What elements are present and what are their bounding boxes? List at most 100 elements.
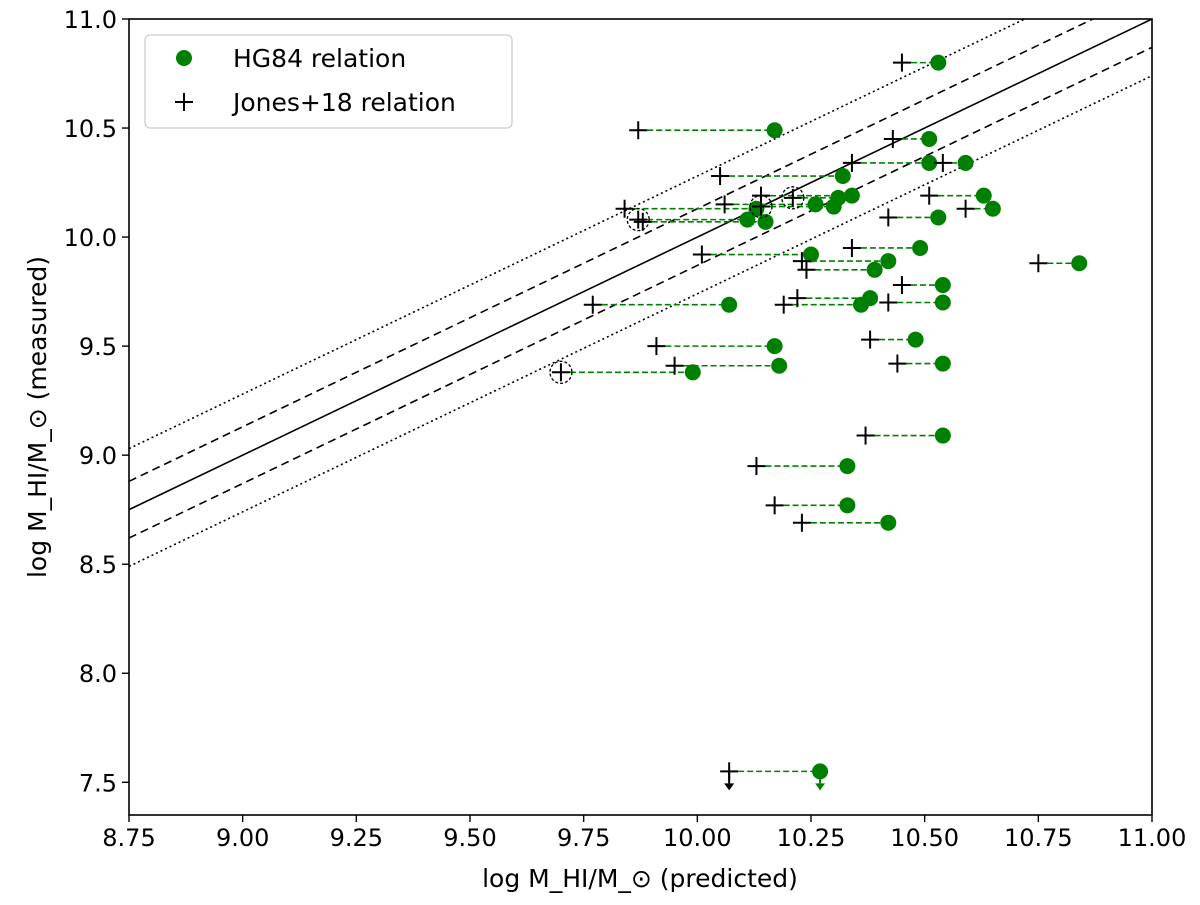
hg84-point-6 [843, 187, 860, 204]
upper-limit-arrows [724, 771, 826, 791]
jones18-point-18 [792, 252, 811, 271]
hg84-point-29 [771, 357, 788, 374]
jones18-point-23 [879, 293, 898, 312]
x-tick-label-6: 10.25 [777, 824, 846, 852]
jones18-point-4 [933, 153, 952, 172]
x-tick-label-3: 9.50 [443, 824, 496, 852]
hg84-point-25 [853, 296, 870, 313]
highlight-circle-10 [749, 194, 773, 219]
upper-limit-arrowhead-jones18 [724, 783, 735, 791]
jones18-point-5 [711, 167, 730, 186]
y-tick-label-6: 10.5 [64, 115, 117, 143]
jones18-point-3 [842, 153, 861, 172]
hg84-point-21 [934, 277, 951, 294]
hg84-point-16 [912, 239, 929, 256]
jones18-point-8 [783, 188, 802, 207]
reference-line-solid-0 [129, 19, 1152, 511]
plot-frame [128, 18, 1153, 816]
hg84-point-0 [930, 54, 947, 71]
jones18-point-14 [629, 210, 648, 229]
hg84-point-28 [934, 355, 951, 372]
legend-jones18-marker [175, 93, 193, 111]
hg84-point-11 [984, 200, 1001, 217]
y-axis-ticks: 7.5 8.0 8.5 9.0 9.5 10.0 10.5 11.0 [64, 6, 129, 797]
x-tick-label-9: 11.00 [1118, 824, 1187, 852]
plot-background [129, 19, 1152, 815]
highlight-circles [549, 186, 805, 384]
jones18-point-29 [665, 356, 684, 375]
hg84-point-33 [839, 497, 856, 514]
hg84-point-17 [803, 246, 819, 263]
x-axis-ticks: 8.75 9.00 9.25 9.50 9.75 10.00 10.25 10.50 10.75… [102, 815, 1186, 852]
reference-line-dotted-3 [129, 19, 1027, 450]
y-tick-label-0: 7.5 [79, 769, 117, 797]
y-tick-label-2: 8.5 [79, 551, 117, 579]
jones18-point-28 [888, 354, 907, 373]
jones18-point-30 [551, 363, 570, 382]
hg84-series [684, 54, 1088, 780]
legend: HG84 relation Jones+18 relation [144, 34, 513, 129]
jones18-point-13 [879, 208, 898, 227]
legend-hg84-label: HG84 relation [233, 44, 406, 73]
hg84-point-14 [739, 211, 756, 228]
jones18-point-1 [629, 121, 648, 140]
jones18-point-7 [920, 186, 939, 205]
hg84-point-5 [834, 168, 851, 185]
highlight-circle-14 [626, 207, 650, 232]
hg84-point-26 [907, 331, 924, 348]
legend-jones18-label: Jones+18 relation [231, 88, 456, 117]
reference-line-dotted-4 [129, 74, 1152, 568]
jones18-point-34 [792, 513, 811, 532]
hg84-point-7 [975, 187, 992, 204]
x-tick-label-8: 10.75 [1004, 824, 1073, 852]
jones18-point-19 [1029, 254, 1048, 273]
jones18-point-17 [692, 245, 711, 264]
hg84-point-24 [721, 296, 738, 313]
x-tick-label-2: 9.25 [330, 824, 383, 852]
y-tick-label-7: 11.0 [64, 6, 117, 34]
hg84-point-27 [766, 338, 783, 355]
y-tick-label-3: 9.0 [79, 442, 117, 470]
jones18-point-10 [751, 197, 770, 216]
jones18-point-0 [892, 53, 911, 72]
hg84-point-31 [934, 427, 951, 444]
y-tick-label-1: 8.0 [79, 660, 117, 688]
jones18-point-31 [856, 426, 875, 445]
hg84-point-9 [807, 196, 824, 213]
jones18-series [551, 53, 1048, 781]
hg84-point-30 [684, 364, 701, 381]
y-tick-label-5: 10.0 [64, 224, 117, 252]
hg84-point-19 [1071, 255, 1088, 272]
jones18-point-2 [883, 129, 902, 148]
jones18-point-24 [583, 295, 602, 314]
hg84-point-34 [880, 514, 897, 531]
hg84-point-20 [866, 261, 883, 278]
highlight-circle-30 [549, 360, 573, 384]
hg84-point-18 [880, 253, 897, 270]
jones18-point-22 [788, 289, 807, 308]
y-axis-label: log M_HI/M_⊙ (measured) [23, 256, 52, 578]
highlight-circle-8 [781, 186, 805, 210]
hg84-point-13 [930, 209, 947, 226]
jones18-point-25 [774, 295, 793, 314]
x-tick-label-1: 9.00 [216, 824, 269, 852]
legend-frame [144, 34, 513, 129]
jones18-point-26 [861, 330, 880, 349]
jones18-point-32 [747, 457, 766, 476]
jones18-point-12 [615, 199, 634, 218]
upper-limit-arrowhead-hg84 [815, 783, 826, 791]
x-tick-label-4: 9.75 [557, 824, 610, 852]
hg84-point-23 [934, 294, 951, 311]
legend-hg84-marker [176, 50, 192, 66]
jones18-point-11 [956, 199, 975, 218]
jones18-point-9 [715, 195, 734, 214]
x-tick-label-0: 8.75 [102, 824, 155, 852]
x-tick-label-7: 10.50 [890, 824, 959, 852]
x-axis-label: log M_HI/M_⊙ (predicted) [482, 864, 798, 893]
hg84-point-1 [766, 122, 783, 139]
hg84-point-4 [921, 154, 938, 171]
reference-line-dashed-1 [129, 19, 1095, 483]
reference-line-dashed-2 [129, 46, 1152, 539]
connector-lines [560, 61, 1080, 773]
